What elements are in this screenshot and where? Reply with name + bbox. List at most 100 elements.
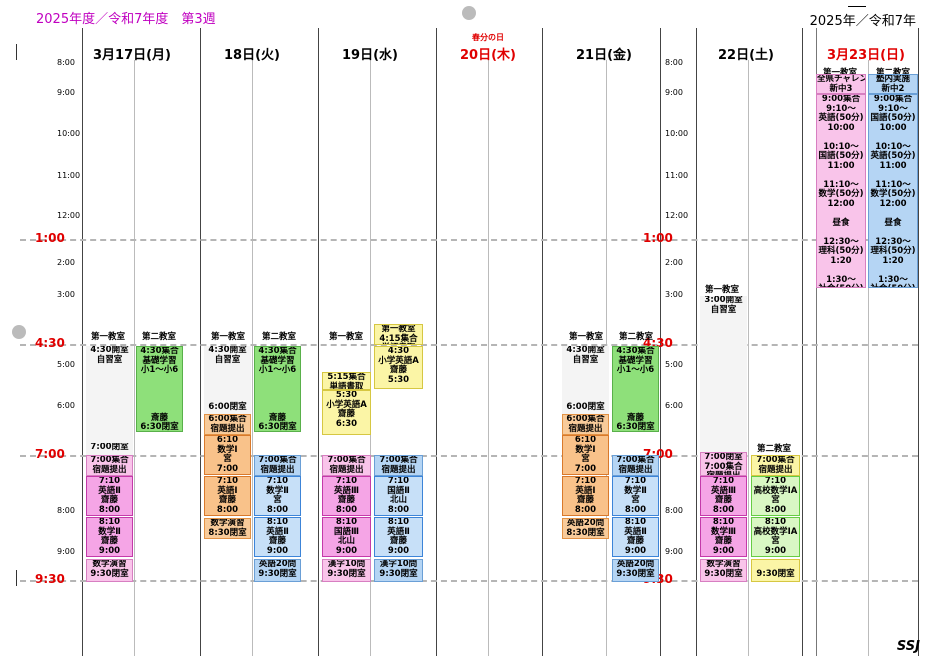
schedule-block: 7:00集合 宿題提出 [86,455,133,476]
schedule-block: 4:30開室 自習室 6:00閉室 [204,346,251,416]
schedule-block: 7:10 数学Ⅱ 宮 8:00 [254,476,301,516]
schedule-block: 7:00集合 宿題提出 [254,455,301,476]
time-label: 3:00 [57,290,75,299]
room-divider [370,60,371,656]
time-label: 12:00 [665,211,689,220]
schedule-block: 7:10 英語Ⅰ 齋藤 8:00 [562,476,609,516]
margin-tick [16,570,17,586]
time-label: 12:00 [57,211,81,220]
time-label: 3:00 [665,290,683,299]
schedule-block: 全県チャレンジ 新中3 [816,74,866,94]
punch-hole-icon [462,6,476,20]
schedule-block: 第一教室 4:15集合 単語書取 [374,324,423,345]
column-divider [660,28,661,656]
schedule-block: 6:00集合 宿題提出 [204,414,251,435]
schedule-block: 7:00閉室 7:00集合 宿題提出 [700,452,747,476]
schedule-block: 英語20問 9:30閉室 [612,559,659,582]
schedule-block: 漢字10問 9:30閉室 [374,559,423,582]
schedule-block: 数学演習 9:30閉室 [700,559,747,582]
day-header: 3月23日(日) [826,48,906,63]
room-label: 第一教室 [822,68,857,78]
time-label: 10:00 [57,129,81,138]
schedule-block: 4:30集合 基礎学習 小1～小6 斎藤 6:30閉室 [136,346,183,432]
time-label: 7:00 [35,447,65,461]
room-divider [868,60,869,656]
column-divider [542,28,543,656]
room-divider [488,60,489,656]
schedule-block: 8:10 数学Ⅱ 齋藤 9:00 [86,517,133,557]
schedule-block: 4:30開室 自習室 [86,346,133,446]
time-label: 8:00 [57,506,75,515]
day-header: 18日(火) [224,48,280,63]
column-divider [816,28,817,656]
time-label: 5:00 [665,360,683,369]
column-divider [82,28,83,656]
column-divider [918,28,919,656]
room-label: 第一教室 [328,332,363,342]
time-guide-line [20,455,918,457]
schedule-block: 7:00集合 宿題提出 [322,455,371,476]
schedule-block: 8:10 英語Ⅱ 齋藤 9:00 [612,517,659,557]
room-divider [748,60,749,656]
time-label: 1:00 [643,231,673,245]
punch-hole-icon [12,325,26,339]
column-divider [802,28,803,656]
schedule-block: 6:00集合 宿題提出 [562,414,609,435]
schedule-block: 7:10 英語Ⅲ 齋藤 8:00 [700,476,747,516]
schedule-block: 8:10 国語Ⅲ 北山 9:00 [322,517,371,557]
column-divider [436,28,437,656]
schedule-block: 7:10 英語Ⅱ 齋藤 8:00 [86,476,133,516]
week-title: 2025年度／令和7年度 第3週 [36,12,216,27]
room-divider [134,60,135,656]
day-header: 20日(木) [460,48,516,63]
column-divider [200,28,201,656]
time-label: 2:00 [665,258,683,267]
time-label: 11:00 [665,171,689,180]
schedule-block: 数学演習 9:30閉室 [86,559,133,582]
schedule-block: 4:30集合 基礎学習 小1～小6 斎藤 6:30閉室 [612,346,659,432]
schedule-block: 7:10 英語Ⅲ 齋藤 8:00 [322,476,371,516]
schedule-block: 4:30集合 基礎学習 小1～小6 斎藤 6:30閉室 [254,346,301,432]
time-label: 9:00 [665,547,683,556]
schedule-block: 数学演習 8:30閉室 [204,518,251,539]
schedule-block: 8:10 数学Ⅲ 齋藤 9:00 [700,517,747,557]
room-label: 第二教室 [875,68,910,78]
time-label: 6:00 [57,401,75,410]
schedule-block: 9:00集合 9:10～ 英語(50分) 10:00 10:10～ 国語(50分… [816,94,866,288]
time-label: 8:00 [57,58,75,67]
room-label: 第一教室 [704,285,739,295]
schedule-block: 8:10 高校数学ⅠA 宮 9:00 [751,517,800,557]
room-divider [252,60,253,656]
time-guide-line [20,580,918,582]
day-header: 22日(土) [718,48,774,63]
room-label: 第一教室 [90,332,125,342]
year-title: 2025年／令和7年 [809,14,916,29]
time-label: 2:00 [57,258,75,267]
schedule-block: 6:10 数学Ⅰ 宮 7:00 [562,435,609,475]
holiday-label: 春分の日 [472,33,504,42]
time-label: 10:00 [665,129,689,138]
room-label: 第二教室 [618,332,653,342]
time-label: 9:30 [35,572,65,586]
schedule-block: 4:30 小学英語A 齋藤 5:30 [374,346,423,389]
time-label: 8:00 [665,506,683,515]
schedule-block: 7:00集合 宿題提出 [612,455,659,476]
margin-tick [16,44,17,60]
schedule-block: 7:10 英語Ⅰ 齋藤 8:00 [204,476,251,516]
schedule-block: 漢字10問 9:30閉室 [322,559,371,582]
schedule-block: 4:30開室 自習室 6:00閉室 [562,346,609,416]
schedule-block: 6:10 数学Ⅰ 宮 7:00 [204,435,251,475]
time-guide-line [20,239,918,241]
room-label: 第一教室 [210,332,245,342]
schedule-block: 7:00集合 宿題提出 [374,455,423,476]
time-label: 9:00 [665,88,683,97]
schedule-block: 5:30 小学英語A 齋藤 6:30 [322,390,371,435]
day-header: 21日(金) [576,48,632,63]
schedule-block: 5:15集合 単語書取 [322,372,371,390]
header-rule [848,6,866,7]
schedule-block: 塾内実施 新中2 [868,74,918,94]
time-label: 11:00 [57,171,81,180]
schedule-block: 9:00集合 9:10～ 国語(50分) 10:00 10:10～ 英語(50分… [868,94,918,288]
time-label: 6:00 [665,401,683,410]
schedule-block: 3:00開室 自習室 [700,296,747,452]
